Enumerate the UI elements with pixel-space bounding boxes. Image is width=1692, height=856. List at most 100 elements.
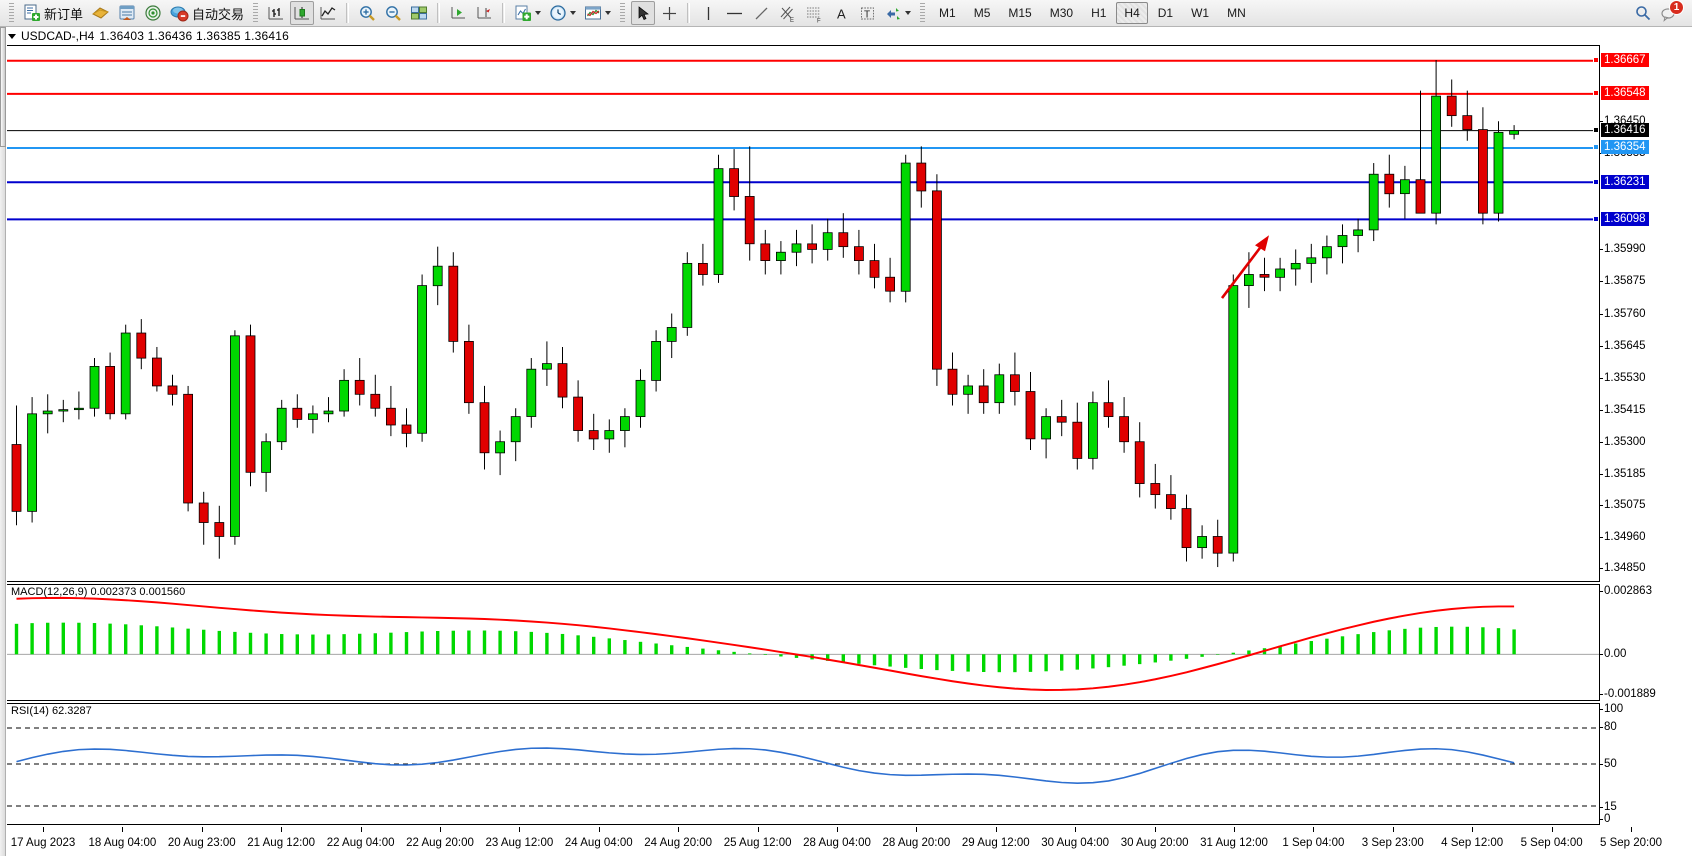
price-level-label-1[interactable]: 1.36548 [1601, 86, 1649, 101]
macd-pane[interactable]: MACD(12,26,9) 0.002373 0.001560 [7, 584, 1599, 701]
chart-shift-icon[interactable] [472, 1, 496, 25]
fibonacci-icon[interactable]: F [802, 1, 827, 25]
price-axis[interactable]: 1.36667 1.36548 1.36416 1.36354 1.36231 1.360… [1593, 45, 1692, 582]
price-level-label-4[interactable]: 1.36231 [1601, 174, 1649, 189]
timeframe-mn[interactable]: MN [1227, 6, 1246, 20]
level-handle-5[interactable] [1593, 216, 1599, 222]
price-tick: 1.35645 [1599, 339, 1646, 352]
svg-text:T: T [864, 9, 870, 20]
time-label: 4 Sep 12:00 [1441, 837, 1504, 849]
text-label-icon[interactable]: T [855, 1, 879, 25]
time-label: 30 Aug 20:00 [1120, 837, 1189, 849]
timeframe-w1[interactable]: W1 [1191, 6, 1210, 20]
search-icon[interactable] [1631, 1, 1655, 25]
time-label: 21 Aug 12:00 [247, 837, 316, 849]
timeframe-m5[interactable]: M5 [973, 6, 991, 20]
equidistant-channel-icon[interactable]: E [775, 1, 800, 25]
auto-scroll-icon[interactable] [446, 1, 470, 25]
price-level-label-2[interactable]: 1.36416 [1601, 123, 1649, 137]
macd-tick: 0.00 [1598, 648, 1627, 661]
time-label: 25 Aug 12:00 [723, 837, 792, 849]
price-level-label-0[interactable]: 1.36667 [1601, 52, 1649, 67]
horizontal-line-icon[interactable] [722, 1, 747, 25]
macd-canvas [7, 596, 1599, 691]
time-tick [1234, 827, 1235, 832]
zoom-out-icon[interactable] [381, 1, 405, 25]
time-label: 30 Aug 04:00 [1041, 837, 1110, 849]
time-tick [360, 827, 362, 832]
line-chart-icon[interactable] [316, 1, 340, 25]
scrollbar-thumb[interactable] [0, 27, 6, 147]
new-order-label: 新订单 [44, 6, 84, 22]
toolbar-separator-2 [437, 3, 441, 23]
zoom-in-icon[interactable] [355, 1, 379, 25]
chart-menu-caret-icon[interactable] [8, 33, 16, 39]
toolbar-grip-2[interactable] [253, 2, 259, 24]
timeframe-d1[interactable]: D1 [1157, 6, 1174, 20]
toolbar-grip-3[interactable] [620, 2, 626, 24]
level-handle-4[interactable] [1593, 178, 1599, 185]
price-level-label-5[interactable]: 1.36098 [1601, 212, 1649, 226]
price-tick: 1.35875 [1599, 275, 1646, 288]
timeframe-h4[interactable]: H4 [1116, 2, 1148, 24]
market-watch-icon[interactable] [88, 1, 113, 25]
bar-chart-icon[interactable] [264, 1, 288, 25]
chart-area[interactable]: USDCAD-,H4 1.36403 1.36436 1.36385 1.364… [0, 27, 1692, 856]
rsi-tick: 100 [1598, 703, 1624, 715]
rsi-tick: 50 [1599, 758, 1617, 770]
data-window-icon[interactable] [115, 1, 139, 25]
price-tick: 1.35185 [1599, 468, 1646, 481]
timeframe-m15[interactable]: M15 [1008, 6, 1032, 20]
timeframe-clock-icon[interactable] [546, 1, 579, 25]
templates-icon[interactable] [581, 1, 614, 25]
symbol-header[interactable]: USDCAD-,H4 1.36403 1.36436 1.36385 1.364… [8, 29, 289, 43]
macd-tick: -0.001889 [1599, 688, 1656, 700]
crosshair-tool-icon[interactable] [657, 1, 681, 25]
timeframe-group: M1 M5 M15 M30 H1 H4 D1 W1 MN [930, 2, 1255, 24]
templates-dropdown-caret[interactable] [605, 11, 612, 15]
text-tool-icon[interactable]: A [829, 1, 853, 25]
time-label: 1 Sep 04:00 [1282, 837, 1345, 849]
arrows-dropdown-caret[interactable] [905, 11, 912, 15]
navigator-icon[interactable] [141, 1, 165, 25]
level-handle-2[interactable] [1593, 127, 1599, 133]
grid-windows-icon[interactable] [407, 1, 431, 25]
svg-text:E: E [790, 18, 794, 23]
candlestick-canvas [7, 59, 1599, 568]
notifications-icon[interactable]: 1 [1657, 0, 1684, 25]
vertical-scrollbar[interactable] [0, 27, 6, 856]
timeframe-h1[interactable]: H1 [1091, 6, 1107, 20]
indicator-dropdown-caret[interactable] [535, 11, 542, 15]
price-level-label-3[interactable]: 1.36354 [1601, 140, 1649, 155]
rsi-label: RSI(14) 62.3287 [11, 705, 92, 717]
time-label: 24 Aug 04:00 [564, 837, 633, 849]
timeframe-m1[interactable]: M1 [939, 6, 956, 20]
time-tick [1392, 827, 1394, 832]
toolbar-grip-4[interactable] [920, 2, 926, 24]
toolbar-grip[interactable] [9, 2, 14, 24]
rsi-pane[interactable]: RSI(14) 62.3287 [7, 703, 1599, 825]
time-tick [43, 827, 44, 832]
level-handle-1[interactable] [1593, 90, 1599, 97]
cursor-tool-icon[interactable] [631, 1, 656, 25]
main-toolbar: 新订单 自动交易 [0, 0, 1692, 27]
arrows-icon[interactable] [881, 1, 914, 25]
time-label: 28 Aug 20:00 [882, 837, 951, 849]
new-order-button[interactable]: 新订单 [20, 1, 86, 25]
level-handle-3[interactable] [1593, 144, 1599, 151]
timeframe-m30[interactable]: M30 [1049, 6, 1074, 20]
rsi-tick: 80 [1599, 721, 1617, 734]
autotrading-label: 自动交易 [192, 6, 245, 22]
toolbar-separator-3 [502, 3, 506, 23]
level-handle-0[interactable] [1593, 56, 1599, 63]
timeframe-dropdown-caret[interactable] [570, 11, 577, 15]
add-indicator-icon[interactable] [511, 1, 544, 25]
autotrading-button[interactable]: 自动交易 [167, 1, 247, 25]
price-tick: 1.35990 [1599, 243, 1646, 256]
time-label: 22 Aug 20:00 [406, 837, 474, 849]
vertical-line-icon[interactable] [696, 1, 720, 25]
candlestick-chart-icon[interactable] [290, 1, 315, 25]
trendline-icon[interactable] [749, 1, 773, 25]
price-chart-pane[interactable] [7, 45, 1599, 582]
time-label: 31 Aug 12:00 [1200, 837, 1268, 849]
